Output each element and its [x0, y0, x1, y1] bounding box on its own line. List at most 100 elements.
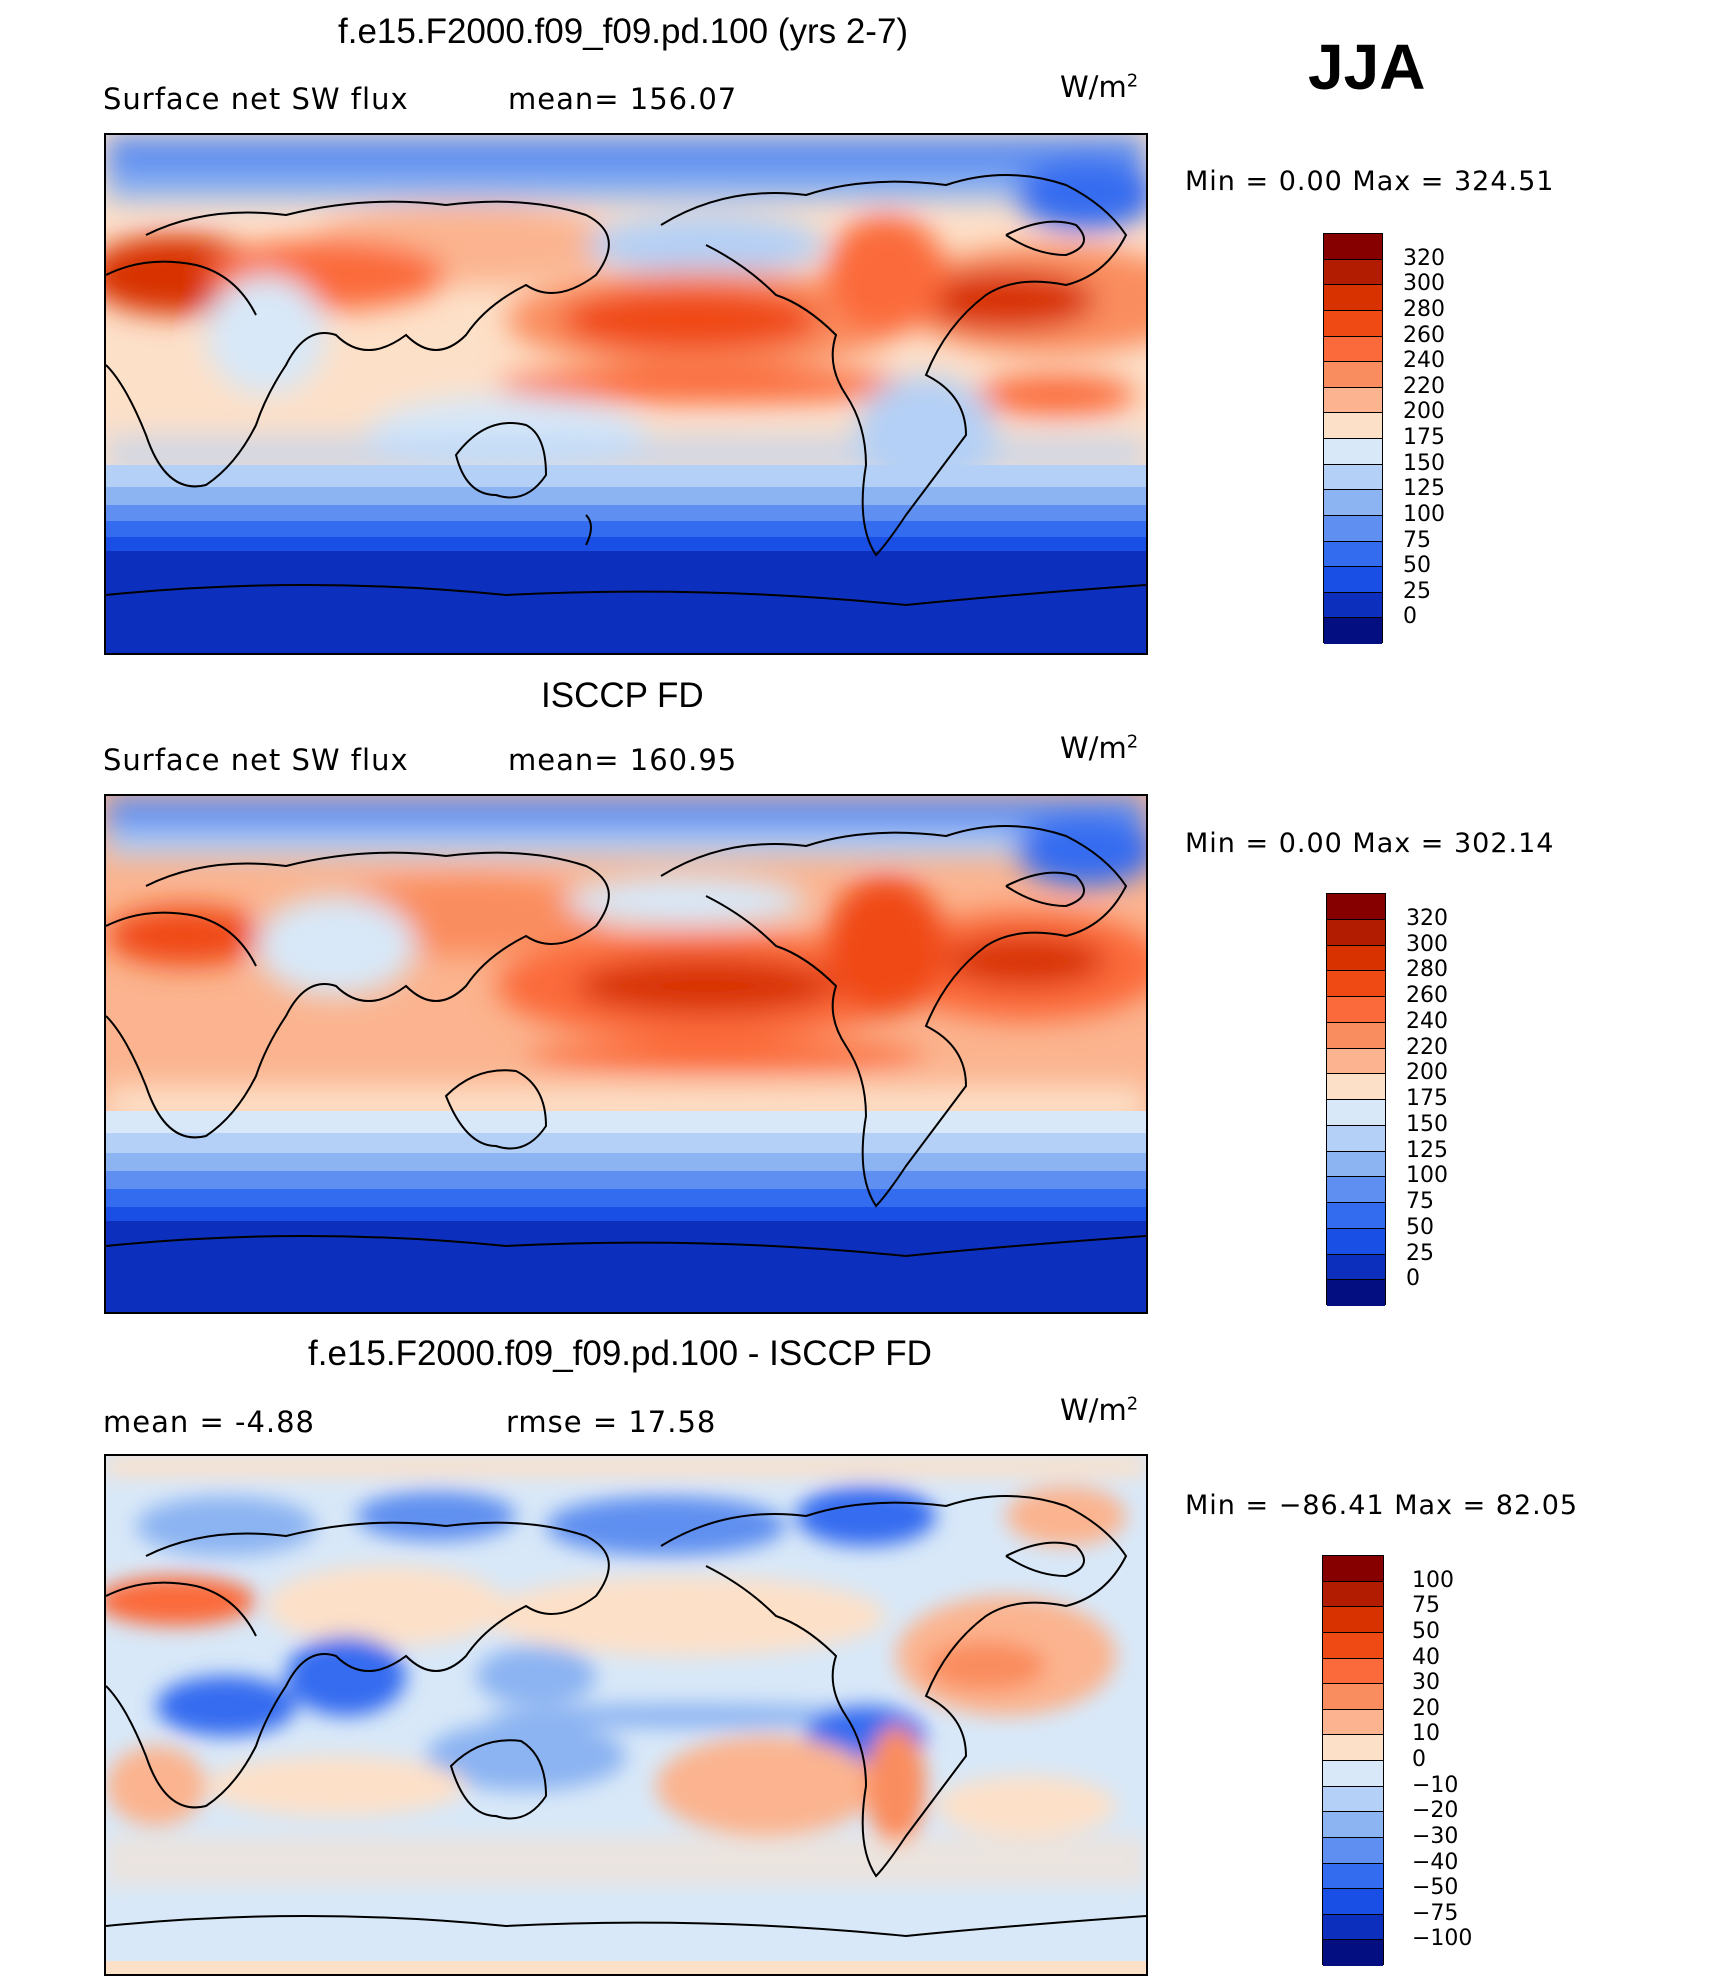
colorbar-swatch [1324, 387, 1382, 414]
colorbar-tick-label: 175 [1403, 425, 1445, 450]
colorbar-tick-label: 75 [1403, 527, 1431, 553]
panel1-left-label: Surface net SW flux [103, 82, 409, 116]
colorbar-tick-label: 175 [1406, 1086, 1448, 1111]
colorbar-tick-label: 30 [1412, 1670, 1440, 1696]
colorbar-swatch [1324, 336, 1382, 363]
colorbar-swatch [1323, 1837, 1383, 1864]
colorbar-tick-label: 25 [1406, 1240, 1434, 1266]
colorbar-tick-label: 0 [1412, 1747, 1426, 1772]
colorbar-tick-label: −10 [1412, 1772, 1459, 1798]
colorbar-swatch [1327, 997, 1385, 1023]
colorbar-swatch [1323, 1658, 1383, 1685]
colorbar-swatch [1324, 618, 1382, 644]
colorbar-tick-label: 320 [1403, 245, 1445, 271]
colorbar-tick-label: 200 [1406, 1060, 1448, 1086]
colorbar-tick-label: 10 [1412, 1721, 1440, 1747]
colorbar-tick-label: 280 [1406, 957, 1448, 983]
panel3-left-label: mean = -4.88 [103, 1405, 316, 1439]
colorbar-swatch [1324, 362, 1382, 388]
colorbar-tick-label: 25 [1403, 578, 1431, 604]
colorbar-tick-label: 100 [1406, 1163, 1448, 1189]
colorbar-tick-label: 40 [1412, 1644, 1440, 1670]
colorbar-tick-label: 240 [1406, 1008, 1448, 1034]
colorbar-swatch [1324, 285, 1382, 311]
colorbar-tick-label: −50 [1412, 1875, 1459, 1901]
colorbar-tick-label: 125 [1406, 1137, 1448, 1163]
season-label: JJA [1308, 31, 1426, 103]
colorbar-tick-label: −40 [1412, 1849, 1459, 1875]
panel2-left-label: Surface net SW flux [103, 743, 409, 777]
colorbar-swatch [1327, 894, 1385, 920]
colorbar-swatch [1323, 1556, 1383, 1582]
colorbar-swatch [1327, 1228, 1385, 1255]
colorbar-tick-label: 150 [1406, 1111, 1448, 1137]
colorbar-swatch [1323, 1786, 1383, 1813]
colorbar-swatch [1327, 1177, 1385, 1203]
colorbar-tick-label: 150 [1403, 450, 1445, 476]
colorbar-tick-label: −100 [1412, 1926, 1473, 1952]
colorbar-tick-label: 240 [1403, 348, 1445, 374]
colorbar-swatch [1323, 1940, 1383, 1966]
panel3-colorbar-swatches [1322, 1555, 1384, 1966]
panel1-units: W/m2 [1060, 70, 1139, 104]
colorbar-swatch [1324, 310, 1382, 337]
colorbar-swatch [1323, 1863, 1383, 1890]
colorbar-tick-label: 260 [1406, 983, 1448, 1008]
colorbar-swatch [1323, 1761, 1383, 1787]
panel3-title: f.e15.F2000.f09_f09.pd.100 - ISCCP FD [308, 1334, 932, 1373]
colorbar-swatch [1324, 515, 1382, 542]
colorbar-tick-label: 300 [1403, 271, 1445, 297]
colorbar-tick-label: 75 [1412, 1593, 1440, 1619]
colorbar-tick-label: 50 [1406, 1214, 1434, 1240]
panel2-minmax: Min = 0.00 Max = 302.14 [1185, 828, 1555, 859]
colorbar-swatch [1324, 592, 1382, 619]
colorbar-swatch [1327, 971, 1385, 997]
colorbar-swatch [1324, 541, 1382, 568]
colorbar-tick-label: 125 [1403, 476, 1445, 502]
panel1-colorbar-swatches [1323, 233, 1383, 644]
panel1-right-label: mean= 156.07 [508, 82, 738, 116]
colorbar-tick-label: 100 [1403, 501, 1445, 527]
colorbar-tick-label: 300 [1406, 931, 1448, 957]
colorbar-tick-label: 260 [1403, 322, 1445, 348]
colorbar-swatch [1324, 439, 1382, 465]
colorbar-tick-label: 100 [1412, 1567, 1454, 1593]
colorbar-tick-label: 200 [1403, 399, 1445, 425]
colorbar-swatch [1327, 1254, 1385, 1281]
colorbar-swatch [1327, 919, 1385, 946]
colorbar-swatch [1327, 945, 1385, 972]
colorbar-swatch [1323, 1735, 1383, 1761]
panel1-title: f.e15.F2000.f09_f09.pd.100 (yrs 2-7) [338, 12, 909, 51]
panel2-right-label: mean= 160.95 [508, 743, 738, 777]
colorbar-tick-label: 20 [1412, 1695, 1440, 1721]
colorbar-swatch [1327, 1280, 1385, 1306]
panel3-units: W/m2 [1060, 1393, 1139, 1427]
colorbar-swatch [1323, 1684, 1383, 1710]
panel3-minmax: Min = −86.41 Max = 82.05 [1185, 1490, 1579, 1521]
colorbar-tick-label: −30 [1412, 1823, 1459, 1849]
colorbar-swatch [1327, 1203, 1385, 1229]
panel3-right-label: rmse = 17.58 [506, 1405, 717, 1439]
panel2-colorbar-swatches [1326, 893, 1386, 1306]
panel3-map [104, 1454, 1148, 1976]
colorbar-swatch [1324, 234, 1382, 260]
colorbar-swatch [1324, 490, 1382, 516]
colorbar-swatch [1327, 1125, 1385, 1152]
colorbar-tick-label: 0 [1406, 1266, 1420, 1292]
colorbar-tick-label: −75 [1412, 1900, 1459, 1926]
colorbar-tick-label: 220 [1406, 1034, 1448, 1060]
panel1-map [104, 133, 1148, 655]
panel2-title: ISCCP FD [541, 676, 704, 715]
colorbar-swatch [1323, 1632, 1383, 1659]
colorbar-swatch [1327, 1074, 1385, 1100]
colorbar-tick-label: 50 [1403, 553, 1431, 579]
panel2-map [104, 794, 1148, 1314]
colorbar-tick-label: 280 [1403, 296, 1445, 322]
colorbar-swatch [1324, 567, 1382, 593]
colorbar-swatch [1327, 1100, 1385, 1126]
colorbar-swatch [1324, 259, 1382, 286]
colorbar-tick-label: 220 [1403, 373, 1445, 399]
colorbar-swatch [1327, 1022, 1385, 1049]
colorbar-swatch [1327, 1151, 1385, 1178]
colorbar-swatch [1323, 1914, 1383, 1941]
